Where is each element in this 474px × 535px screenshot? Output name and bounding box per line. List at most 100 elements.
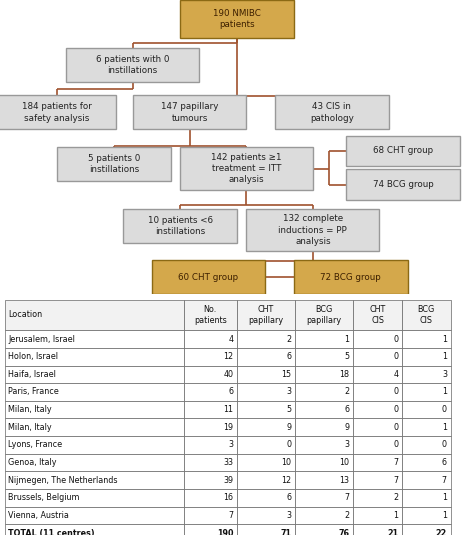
Bar bbox=[183, 507, 237, 524]
FancyBboxPatch shape bbox=[346, 136, 460, 166]
Text: 5 patients 0
instillations: 5 patients 0 instillations bbox=[88, 154, 140, 174]
Bar bbox=[402, 489, 451, 507]
Bar bbox=[237, 436, 295, 454]
Bar bbox=[295, 383, 353, 401]
Bar bbox=[295, 471, 353, 489]
Bar bbox=[295, 300, 353, 330]
Bar bbox=[183, 330, 237, 348]
Text: 0: 0 bbox=[393, 352, 398, 361]
Text: 18: 18 bbox=[339, 370, 349, 379]
Bar bbox=[295, 418, 353, 436]
FancyBboxPatch shape bbox=[275, 95, 389, 129]
Bar bbox=[5, 507, 183, 524]
Bar bbox=[183, 365, 237, 383]
Text: 9: 9 bbox=[286, 423, 292, 432]
Bar bbox=[295, 454, 353, 471]
FancyBboxPatch shape bbox=[180, 147, 313, 190]
Text: 10 patients <6
instillations: 10 patients <6 instillations bbox=[147, 216, 213, 236]
Bar bbox=[353, 454, 402, 471]
Bar bbox=[402, 471, 451, 489]
Bar bbox=[295, 401, 353, 418]
Text: 13: 13 bbox=[339, 476, 349, 485]
Text: CHT
papillary: CHT papillary bbox=[248, 305, 283, 325]
Text: 0: 0 bbox=[286, 440, 292, 449]
Text: 68 CHT group: 68 CHT group bbox=[373, 147, 433, 155]
Bar bbox=[402, 507, 451, 524]
FancyBboxPatch shape bbox=[152, 261, 265, 294]
Text: 6: 6 bbox=[286, 352, 292, 361]
Bar bbox=[183, 454, 237, 471]
Text: 6: 6 bbox=[442, 458, 447, 467]
Text: BCG
papillary: BCG papillary bbox=[307, 305, 342, 325]
Bar bbox=[183, 401, 237, 418]
Bar bbox=[295, 489, 353, 507]
Text: 40: 40 bbox=[223, 370, 233, 379]
Text: 190 NMIBC
patients: 190 NMIBC patients bbox=[213, 9, 261, 29]
Bar bbox=[353, 507, 402, 524]
Text: Milan, Italy: Milan, Italy bbox=[9, 405, 52, 414]
Bar bbox=[237, 489, 295, 507]
Bar bbox=[295, 507, 353, 524]
Bar bbox=[402, 401, 451, 418]
Text: 7: 7 bbox=[228, 511, 233, 520]
Bar bbox=[353, 436, 402, 454]
Text: 5: 5 bbox=[344, 352, 349, 361]
Bar bbox=[402, 383, 451, 401]
Text: Paris, France: Paris, France bbox=[9, 387, 59, 396]
Bar bbox=[402, 524, 451, 535]
Text: 7: 7 bbox=[393, 458, 398, 467]
Text: 6: 6 bbox=[345, 405, 349, 414]
Text: 7: 7 bbox=[442, 476, 447, 485]
FancyBboxPatch shape bbox=[66, 49, 199, 82]
Bar bbox=[237, 418, 295, 436]
Bar bbox=[5, 330, 183, 348]
Text: 74 BCG group: 74 BCG group bbox=[373, 180, 433, 189]
Bar bbox=[183, 300, 237, 330]
Bar bbox=[183, 524, 237, 535]
Text: Brussels, Belgium: Brussels, Belgium bbox=[9, 493, 80, 502]
Text: 184 patients for
safety analysis: 184 patients for safety analysis bbox=[22, 102, 92, 123]
Text: 7: 7 bbox=[344, 493, 349, 502]
Text: Jerusalem, Israel: Jerusalem, Israel bbox=[9, 334, 75, 343]
Bar bbox=[237, 365, 295, 383]
Bar bbox=[237, 507, 295, 524]
Bar bbox=[5, 383, 183, 401]
Bar bbox=[183, 383, 237, 401]
Bar bbox=[295, 348, 353, 365]
FancyBboxPatch shape bbox=[246, 209, 379, 251]
Bar bbox=[402, 436, 451, 454]
Text: 3: 3 bbox=[286, 511, 292, 520]
Bar bbox=[183, 489, 237, 507]
FancyBboxPatch shape bbox=[180, 0, 294, 38]
Text: Haifa, Israel: Haifa, Israel bbox=[9, 370, 56, 379]
Bar bbox=[5, 418, 183, 436]
Text: 0: 0 bbox=[393, 387, 398, 396]
FancyBboxPatch shape bbox=[0, 95, 116, 129]
FancyBboxPatch shape bbox=[133, 95, 246, 129]
Text: 2: 2 bbox=[344, 511, 349, 520]
Text: 1: 1 bbox=[442, 493, 447, 502]
FancyBboxPatch shape bbox=[57, 148, 171, 181]
Text: 6: 6 bbox=[286, 493, 292, 502]
Bar bbox=[5, 300, 183, 330]
Text: 0: 0 bbox=[393, 405, 398, 414]
Bar bbox=[353, 471, 402, 489]
FancyBboxPatch shape bbox=[346, 169, 460, 200]
Text: 10: 10 bbox=[282, 458, 292, 467]
Text: Location: Location bbox=[9, 310, 43, 319]
Text: 21: 21 bbox=[387, 529, 398, 535]
Bar bbox=[402, 418, 451, 436]
Bar bbox=[353, 401, 402, 418]
Bar bbox=[237, 454, 295, 471]
Bar bbox=[402, 330, 451, 348]
Bar bbox=[237, 330, 295, 348]
Text: 16: 16 bbox=[223, 493, 233, 502]
Text: 7: 7 bbox=[393, 476, 398, 485]
Text: 11: 11 bbox=[223, 405, 233, 414]
Bar bbox=[353, 524, 402, 535]
Text: 1: 1 bbox=[442, 334, 447, 343]
Text: 12: 12 bbox=[223, 352, 233, 361]
Text: 132 complete
inductions = PP
analysis: 132 complete inductions = PP analysis bbox=[278, 214, 347, 246]
Text: 15: 15 bbox=[281, 370, 292, 379]
Bar bbox=[183, 418, 237, 436]
